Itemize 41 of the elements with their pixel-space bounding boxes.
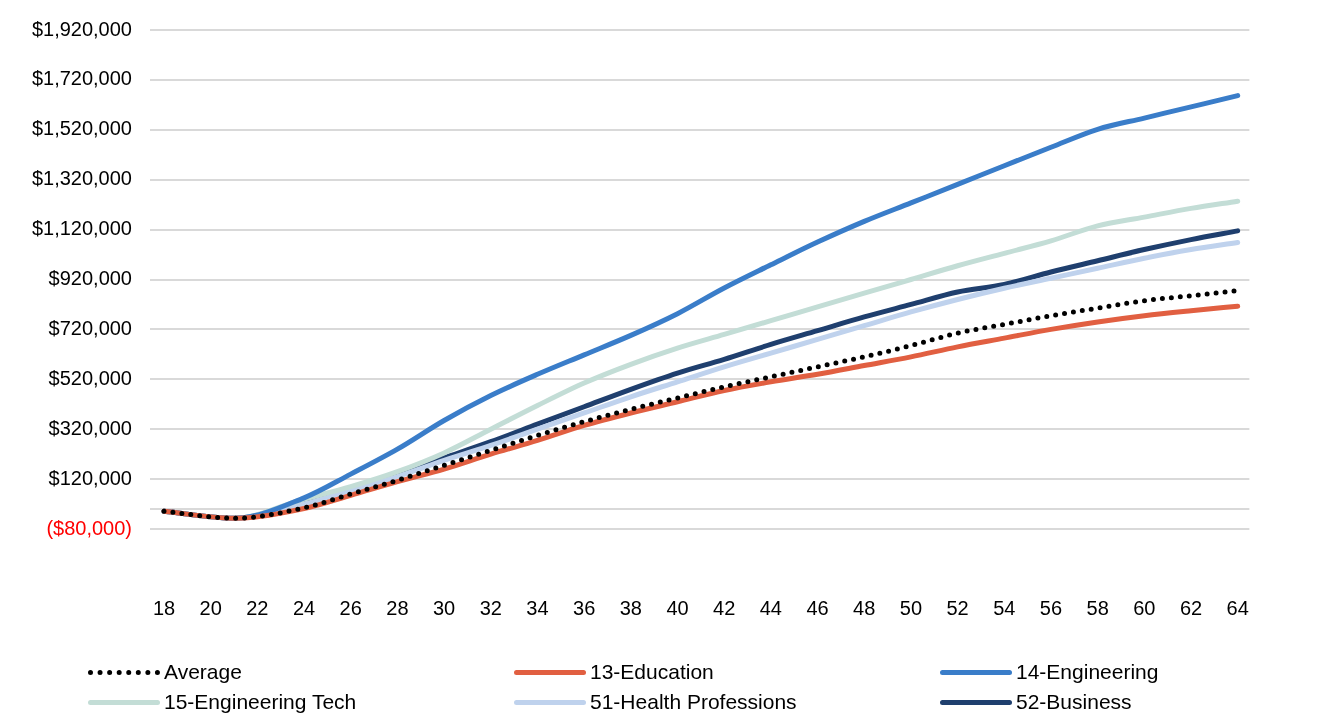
x-tick-label: 30	[432, 596, 456, 619]
legend-label: 51-Health Professions	[590, 690, 797, 714]
legend-label: 52-Business	[1016, 690, 1132, 714]
x-tick-label: 28	[386, 596, 409, 619]
x-tick-label: 22	[246, 596, 269, 619]
y-tick-label: $920,000	[48, 267, 132, 290]
x-tick-label: 18	[152, 596, 176, 619]
x-tick-label: 42	[713, 596, 736, 619]
x-tick-label: 52	[946, 596, 969, 619]
y-tick-label: $1,120,000	[31, 217, 132, 240]
x-tick-label: 50	[899, 596, 923, 619]
x-tick-label: 58	[1086, 596, 1109, 619]
y-tick-label: $120,000	[48, 466, 132, 489]
y-tick-label: $720,000	[48, 316, 132, 339]
x-tick-label: 24	[292, 596, 316, 619]
x-tick-label: 34	[526, 596, 549, 619]
x-tick-label: 56	[1039, 596, 1063, 619]
x-tick-label: 36	[573, 596, 596, 619]
legend-label: 13-Education	[590, 660, 714, 684]
x-tick-label: 20	[199, 596, 222, 619]
x-tick-label: 64	[1226, 596, 1249, 619]
x-tick-label: 62	[1179, 596, 1203, 619]
x-tick-label: 38	[619, 596, 642, 619]
x-tick-label: 40	[666, 596, 689, 619]
x-tick-label: 60	[1133, 596, 1156, 619]
x-tick-label: 54	[993, 596, 1016, 619]
x-tick-label: 32	[479, 596, 502, 619]
x-tick-label: 48	[853, 596, 876, 619]
x-tick-label: 44	[759, 596, 782, 619]
y-tick-label: $520,000	[48, 366, 132, 389]
legend-label: 14-Engineering	[1016, 660, 1159, 684]
y-tick-label: $1,520,000	[31, 117, 132, 140]
x-tick-label: 26	[339, 596, 362, 619]
legend-label: Average	[164, 660, 242, 684]
x-tick-label: 46	[806, 596, 829, 619]
y-tick-label: $1,920,000	[31, 17, 132, 40]
y-tick-label: $1,320,000	[31, 167, 132, 190]
legend-label: 15-Engineering Tech	[164, 690, 357, 714]
y-tick-label: $320,000	[48, 416, 132, 439]
y-tick-label: ($80,000)	[46, 516, 132, 539]
y-tick-label: $1,720,000	[31, 67, 132, 90]
